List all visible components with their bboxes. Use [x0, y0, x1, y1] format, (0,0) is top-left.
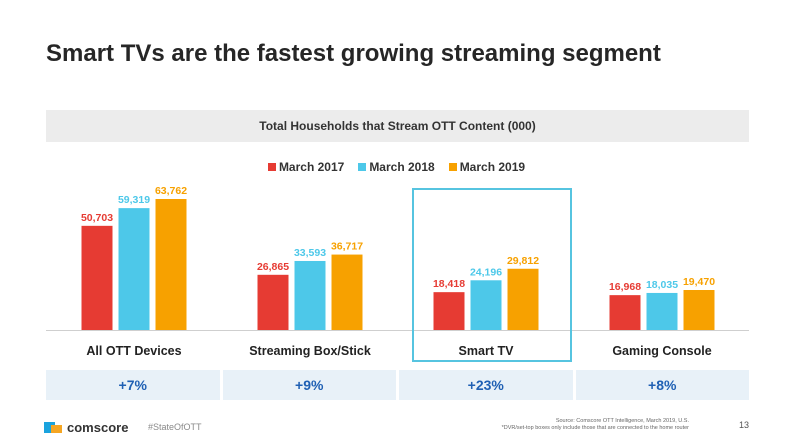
data-label-smart-tv-2019: 29,812 [507, 255, 539, 267]
data-label-streaming-box-2019: 36,717 [331, 241, 363, 253]
source-note: Source: Comscore OTT Intelligence, March… [502, 418, 689, 432]
bar-all-ott-2017 [81, 225, 113, 330]
legend-label-2019: March 2019 [459, 160, 526, 174]
bar-gaming-console-2018 [646, 292, 678, 330]
bar-smart-tv-2017 [433, 292, 465, 330]
data-label-all-ott-2018: 59,319 [118, 194, 150, 206]
footer: comscore #StateOfOTT Source: Comscore OT… [0, 410, 793, 443]
bar-smart-tv-2019 [507, 268, 539, 330]
bar-streaming-box-2019 [331, 254, 363, 330]
chart-title: Total Households that Stream OTT Content… [46, 110, 749, 142]
data-label-smart-tv-2018: 24,196 [470, 266, 502, 278]
growth-gaming-console: +8% [575, 370, 749, 400]
growth-row: +7% +9% +23% +8% [46, 370, 749, 400]
category-label-all-ott: All OTT Devices [86, 344, 182, 358]
legend-swatch-2019 [448, 163, 457, 171]
legend-item-2018: March 2018 [358, 160, 435, 174]
category-label-streaming-box: Streaming Box/Stick [249, 344, 371, 358]
bar-smart-tv-2018 [470, 280, 502, 330]
footnote-line: *DVR/set-top boxes only include those th… [501, 425, 689, 431]
growth-all-ott: +7% [46, 370, 220, 400]
hashtag: #StateOfOTT [148, 422, 202, 432]
bar-streaming-box-2017 [257, 274, 289, 330]
category-label-smart-tv: Smart TV [458, 344, 514, 358]
legend-swatch-2018 [358, 163, 367, 171]
data-label-gaming-console-2018: 18,035 [646, 279, 678, 291]
data-label-streaming-box-2018: 33,593 [294, 247, 326, 259]
source-line: Source: Comscore OTT Intelligence, March… [555, 418, 689, 424]
bar-all-ott-2018 [118, 208, 150, 330]
data-label-streaming-box-2017: 26,865 [257, 261, 289, 273]
comscore-logo-icon [44, 422, 62, 433]
legend-item-2017: March 2017 [267, 160, 345, 174]
bar-streaming-box-2018 [294, 260, 326, 330]
legend-label-2017: March 2017 [278, 160, 345, 174]
category-label-gaming-console: Gaming Console [612, 344, 712, 358]
bar-gaming-console-2019 [683, 289, 715, 330]
data-label-all-ott-2019: 63,762 [155, 185, 187, 197]
chart-legend: March 2017 March 2018 March 2019 [0, 160, 793, 174]
bar-gaming-console-2017 [609, 295, 641, 330]
legend-swatch-2017 [267, 163, 276, 171]
smart-tv-highlight-box [412, 188, 572, 362]
growth-smart-tv: +23% [399, 370, 573, 400]
slide-title: Smart TVs are the fastest growing stream… [46, 40, 661, 67]
data-label-gaming-console-2019: 19,470 [683, 276, 715, 288]
legend-item-2019: March 2019 [448, 160, 526, 174]
comscore-logo: comscore [44, 420, 128, 435]
bar-all-ott-2019 [155, 199, 187, 330]
data-label-gaming-console-2017: 16,968 [609, 281, 641, 293]
legend-label-2018: March 2018 [369, 160, 435, 174]
brand-name: comscore [67, 420, 129, 435]
page-number: 13 [738, 420, 749, 430]
growth-streaming-box: +9% [222, 370, 396, 400]
data-label-all-ott-2017: 50,703 [81, 212, 113, 224]
data-label-smart-tv-2017: 18,418 [433, 278, 465, 290]
